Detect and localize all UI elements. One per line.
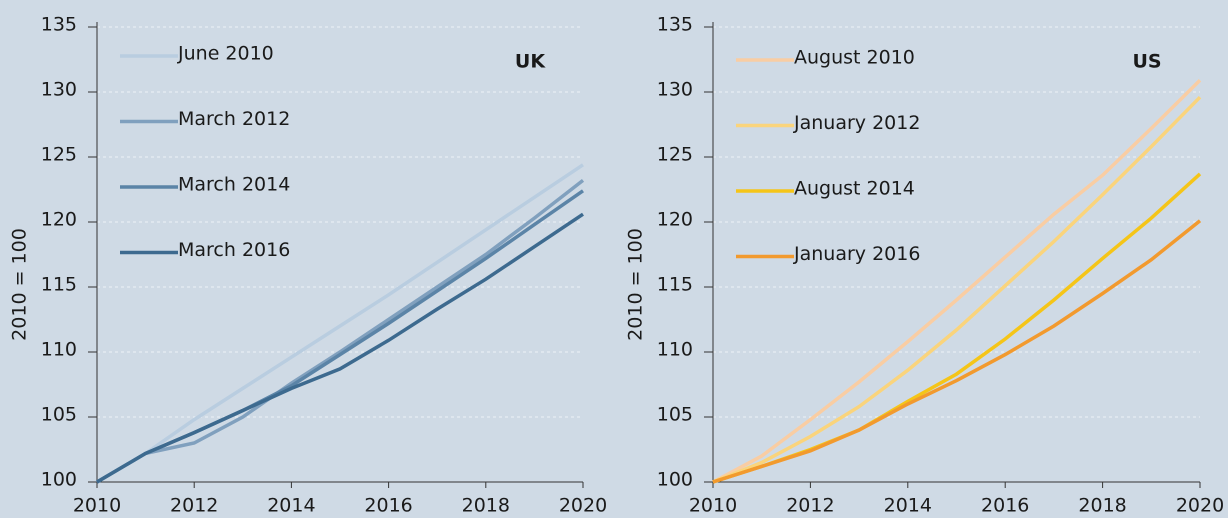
series-line (96, 212, 584, 484)
legend-label: August 2014 (794, 178, 915, 200)
y-axis-label: 2010 = 100 (9, 228, 31, 341)
series-line (712, 79, 1202, 484)
y-tick-label: 110 (41, 339, 77, 361)
y-tick-label: 100 (657, 469, 693, 491)
legend-label: August 2010 (794, 47, 915, 69)
y-tick-label: 130 (657, 79, 693, 101)
x-tick-label: 2020 (559, 495, 607, 517)
x-tick-label: 2012 (786, 495, 834, 517)
y-tick-label: 120 (657, 209, 693, 231)
legend-label: March 2014 (178, 174, 290, 196)
y-tick-label: 110 (657, 339, 693, 361)
x-tick-label: 2018 (1078, 495, 1126, 517)
y-tick-label: 105 (657, 404, 693, 426)
x-tick-label: 2020 (1176, 495, 1224, 517)
legend-label: January 2012 (793, 112, 920, 134)
y-tick-label: 115 (41, 274, 77, 296)
x-tick-label: 2016 (981, 495, 1029, 517)
legend-label: June 2010 (177, 43, 274, 65)
y-tick-label: 135 (41, 14, 77, 36)
x-tick-label: 2014 (267, 495, 315, 517)
y-tick-label: 130 (41, 79, 77, 101)
y-tick-label: 100 (41, 469, 77, 491)
x-tick-label: 2012 (170, 495, 218, 517)
legend-label: January 2016 (793, 243, 920, 265)
x-tick-label: 2010 (689, 495, 737, 517)
y-tick-label: 135 (657, 14, 693, 36)
x-tick-label: 2018 (462, 495, 510, 517)
x-tick-label: 2010 (73, 495, 121, 517)
y-tick-label: 125 (657, 144, 693, 166)
annotation: UK (515, 51, 546, 73)
y-tick-label: 105 (41, 404, 77, 426)
y-tick-label: 120 (41, 209, 77, 231)
y-tick-label: 125 (41, 144, 77, 166)
series-line (96, 163, 584, 484)
series-line (96, 179, 585, 484)
x-tick-label: 2014 (884, 495, 932, 517)
legend-label: March 2016 (178, 239, 290, 261)
series-line (712, 95, 1202, 484)
series-line (712, 219, 1202, 484)
y-axis-label: 2010 = 100 (625, 228, 647, 341)
legend-label: March 2012 (178, 108, 290, 130)
y-tick-label: 115 (657, 274, 693, 296)
annotation: US (1132, 51, 1161, 73)
x-tick-label: 2016 (364, 495, 412, 517)
